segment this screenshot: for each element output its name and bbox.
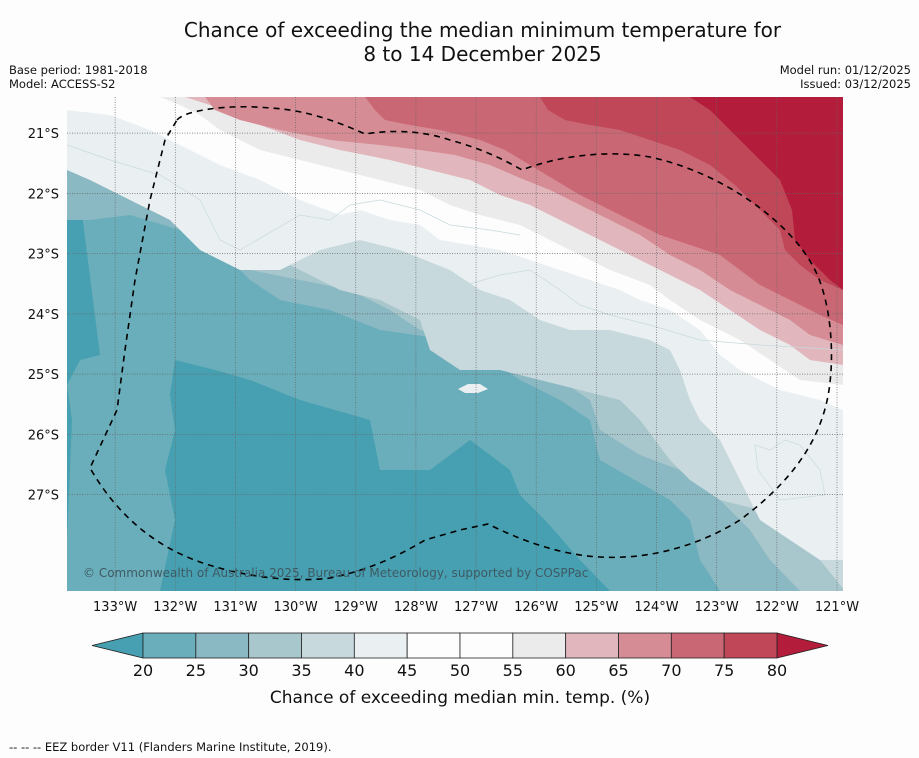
- small-patch: [458, 384, 488, 393]
- meta-left: Base period: 1981-2018 Model: ACCESS-S2: [9, 63, 148, 91]
- lon-tick-label: 121°W: [815, 600, 859, 615]
- lat-tick-label: 25°S: [28, 368, 59, 383]
- eez-border: [89, 105, 833, 581]
- colorbar-tick-label: 25: [186, 661, 206, 680]
- model-run: Model run: 01/12/2025: [779, 63, 911, 77]
- lon-tick-label: 126°W: [514, 600, 558, 615]
- lat-tick-label: 27°S: [28, 489, 59, 504]
- colorbar-tick-label: 45: [397, 661, 417, 680]
- lat-tick-label: 24°S: [28, 308, 59, 323]
- lon-tick-label: 129°W: [334, 600, 378, 615]
- lon-tick-label: 122°W: [755, 600, 799, 615]
- copyright-text: © Commonwealth of Australia 2025, Bureau…: [83, 566, 588, 580]
- base-period: Base period: 1981-2018: [9, 63, 148, 77]
- contour-line: [459, 269, 843, 351]
- meta-right: Model run: 01/12/2025 Issued: 03/12/2025: [780, 63, 911, 91]
- band-above-80: [690, 97, 843, 290]
- model-name: Model: ACCESS-S2: [9, 77, 116, 91]
- colorbar-bin: [618, 632, 672, 659]
- colorbar-tick-label: 60: [555, 661, 575, 680]
- longitude-labels: 133°W 132°W 131°W 130°W 129°W 128°W 127°W 126°W…: [93, 600, 859, 615]
- colorbar-tick-label: 20: [133, 661, 153, 680]
- contour-line: [754, 439, 826, 501]
- colorbar: 20 25 30 35 40 45 50 55 60 65 70 75 80: [91, 632, 829, 680]
- colorbar-tick-label: 35: [291, 661, 311, 680]
- latitude-labels: 21°S 22°S 23°S 24°S 25°S 26°S 27°S: [28, 127, 59, 503]
- colorbar-bin: [353, 632, 408, 659]
- gridlines: [67, 97, 843, 591]
- lon-tick-label: 131°W: [213, 600, 257, 615]
- lat-tick-label: 23°S: [28, 248, 59, 263]
- lat-tick-label: 22°S: [28, 187, 59, 202]
- lat-tick-label: 21°S: [28, 127, 59, 142]
- lon-tick-label: 128°W: [394, 600, 438, 615]
- colorbar-tick-label: 75: [714, 661, 734, 680]
- colorbar-tick-label: 40: [344, 661, 364, 680]
- colorbar-bin: [195, 632, 250, 659]
- colorbar-tick-label: 70: [661, 661, 681, 680]
- colorbar-tick-label: 80: [767, 661, 787, 680]
- lat-tick-label: 26°S: [28, 428, 59, 443]
- title-line-1: Chance of exceeding the median minimum t…: [183, 18, 782, 42]
- lon-tick-label: 133°W: [93, 600, 137, 615]
- colorbar-bin: [142, 632, 197, 659]
- eez-legend: -- -- -- EEZ border V11 (Flanders Marine…: [9, 740, 332, 754]
- colorbar-label: Chance of exceeding median min. temp. (%…: [270, 688, 650, 708]
- chart-title: Chance of exceeding the median minimum t…: [0, 18, 919, 66]
- lon-tick-label: 130°W: [274, 600, 318, 615]
- title-line-2: 8 to 14 December 2025: [363, 42, 602, 66]
- lon-tick-label: 123°W: [695, 600, 739, 615]
- colorbar-bin: [723, 632, 778, 659]
- lon-tick-label: 124°W: [634, 600, 678, 615]
- colorbar-bin: [406, 632, 461, 659]
- colorbar-tick-label: 65: [608, 661, 628, 680]
- colorbar-tick-label: 50: [450, 661, 470, 680]
- colorbar-bin: [459, 632, 514, 659]
- lon-tick-label: 132°W: [153, 600, 197, 615]
- contour-line: [67, 144, 521, 251]
- colorbar-bin: [512, 632, 567, 659]
- colorbar-tick-label: 30: [238, 661, 258, 680]
- colorbar-bin: [670, 632, 725, 659]
- colorbar-bin: [301, 632, 355, 659]
- colorbar-under-arrow: [91, 632, 144, 659]
- colorbar-over-arrow: [776, 632, 829, 659]
- map-area: [67, 97, 843, 591]
- colorbar-bin: [565, 632, 619, 659]
- issued-date: Issued: 03/12/2025: [800, 77, 911, 91]
- colorbar-tick-label: 55: [503, 661, 523, 680]
- lon-tick-label: 125°W: [574, 600, 618, 615]
- lon-tick-label: 127°W: [454, 600, 498, 615]
- colorbar-bin: [248, 632, 302, 659]
